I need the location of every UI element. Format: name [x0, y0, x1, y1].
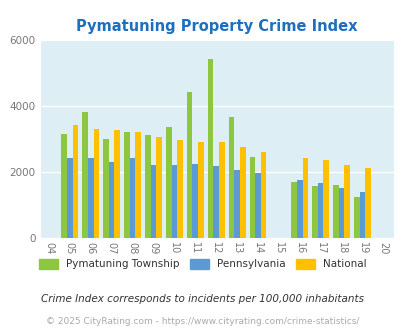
Bar — [218, 142, 224, 238]
Bar — [186, 92, 192, 238]
Bar — [207, 59, 213, 238]
Bar — [177, 140, 182, 238]
Bar — [332, 185, 338, 238]
Bar — [82, 112, 88, 238]
Text: © 2025 CityRating.com - https://www.cityrating.com/crime-statistics/: © 2025 CityRating.com - https://www.city… — [46, 317, 359, 326]
Bar — [130, 158, 135, 238]
Bar — [150, 165, 156, 238]
Bar — [166, 127, 171, 238]
Bar — [359, 192, 364, 238]
Bar — [156, 137, 162, 238]
Bar — [239, 147, 245, 238]
Bar — [72, 125, 78, 238]
Bar — [67, 158, 72, 238]
Bar — [124, 132, 130, 238]
Bar — [254, 173, 260, 238]
Bar — [323, 160, 328, 238]
Bar — [353, 197, 359, 238]
Bar — [343, 165, 349, 238]
Bar — [296, 180, 302, 238]
Bar — [94, 129, 99, 238]
Bar — [338, 188, 343, 238]
Bar — [302, 158, 307, 238]
Bar — [364, 168, 370, 238]
Bar — [311, 186, 317, 238]
Bar — [192, 164, 198, 238]
Bar — [213, 166, 218, 238]
Bar — [109, 162, 114, 238]
Title: Pymatuning Property Crime Index: Pymatuning Property Crime Index — [76, 19, 357, 34]
Bar — [290, 182, 296, 238]
Bar — [260, 152, 266, 238]
Bar — [171, 165, 177, 238]
Bar — [228, 117, 234, 238]
Bar — [234, 170, 239, 238]
Bar — [135, 132, 141, 238]
Bar — [317, 183, 323, 238]
Bar — [145, 135, 150, 238]
Bar — [88, 158, 94, 238]
Bar — [249, 157, 254, 238]
Bar — [114, 130, 120, 238]
Bar — [61, 134, 67, 238]
Bar — [103, 139, 109, 238]
Legend: Pymatuning Township, Pennsylvania, National: Pymatuning Township, Pennsylvania, Natio… — [35, 255, 370, 274]
Bar — [198, 142, 203, 238]
Text: Crime Index corresponds to incidents per 100,000 inhabitants: Crime Index corresponds to incidents per… — [41, 294, 364, 304]
